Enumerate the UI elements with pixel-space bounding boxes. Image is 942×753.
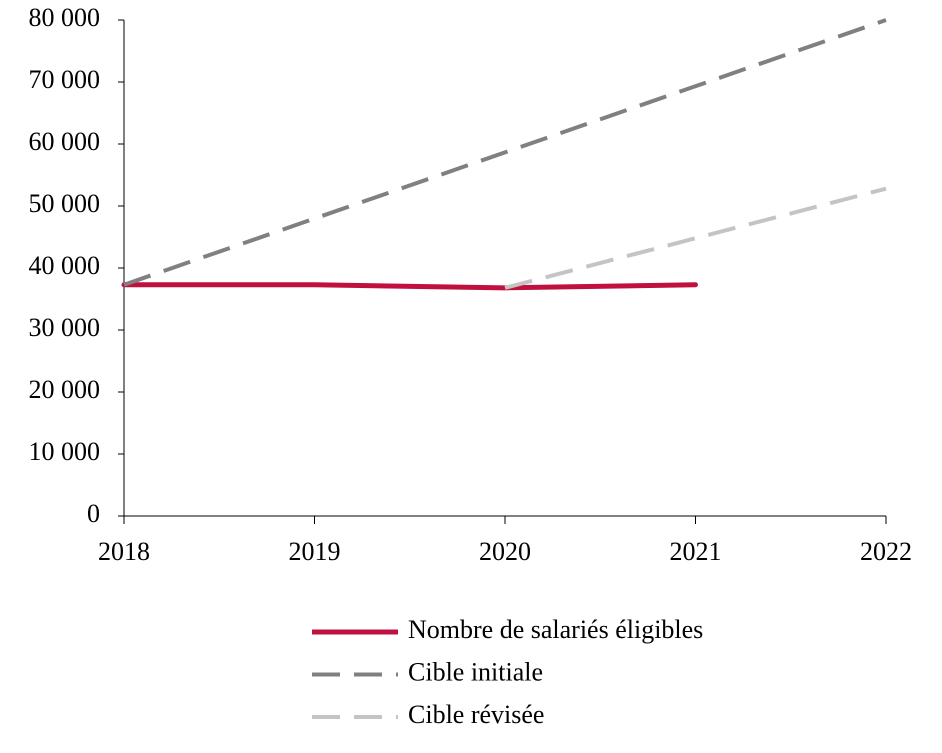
- y-tick-label: 20 000: [29, 375, 101, 404]
- legend-label: Nombre de salariés éligibles: [408, 615, 703, 644]
- y-tick-label: 0: [87, 499, 100, 528]
- x-tick-label: 2021: [670, 537, 722, 566]
- x-tick-label: 2018: [98, 537, 150, 566]
- y-tick-label: 30 000: [29, 313, 101, 342]
- y-tick-label: 60 000: [29, 127, 101, 156]
- y-tick-label: 50 000: [29, 189, 101, 218]
- y-tick-label: 70 000: [29, 65, 101, 94]
- x-tick-label: 2019: [289, 537, 341, 566]
- series-line: [504, 186, 887, 290]
- y-tick-label: 10 000: [29, 437, 101, 466]
- series-line: [123, 18, 887, 287]
- y-tick-label: 40 000: [29, 251, 101, 280]
- x-tick-label: 2020: [479, 537, 531, 566]
- legend-label: Cible révisée: [408, 700, 544, 729]
- legend-label: Cible initiale: [408, 657, 543, 686]
- y-tick-label: 80 000: [29, 3, 101, 32]
- series-line: [121, 282, 698, 291]
- x-tick-label: 2022: [860, 537, 912, 566]
